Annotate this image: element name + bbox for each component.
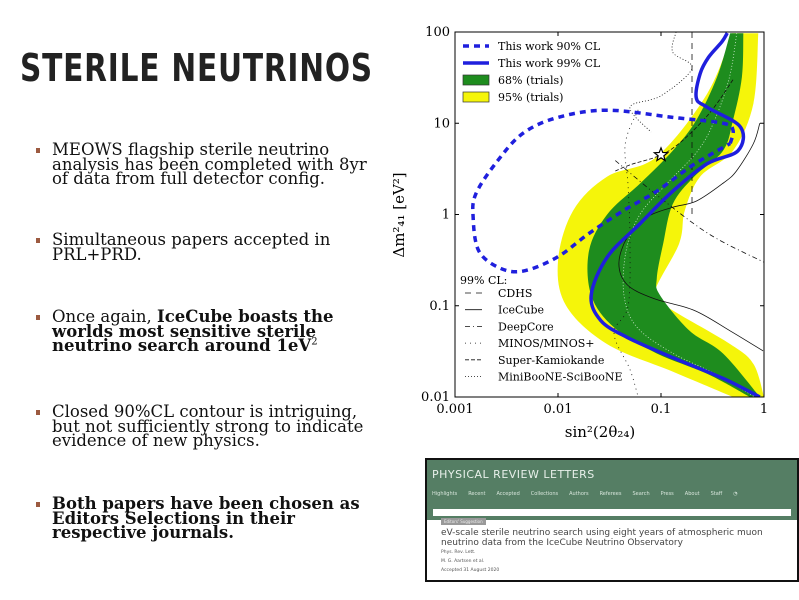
contour-99-cl <box>589 32 761 397</box>
prl-header: PHYSICAL REVIEW LETTERS Highlights Recent… <box>427 460 797 573</box>
legend-swatch <box>462 74 490 86</box>
legend2-label: MINOS/MINOS+ <box>498 337 595 350</box>
legend2-label: CDHS <box>498 287 532 300</box>
nav-item[interactable]: Search <box>632 491 650 497</box>
miniboone-line <box>629 32 693 133</box>
nav-item[interactable]: Accepted <box>496 491 520 497</box>
bullet-text: Closed 90%CL contour is intriguing, but … <box>52 402 364 450</box>
legend2-label: Super-Kamiokande <box>498 354 604 367</box>
median-sensitivity-line <box>622 33 756 397</box>
y-tick-label: 1 <box>442 208 450 223</box>
paper-card: Editors' Suggestion eV-scale sterile neu… <box>433 509 791 573</box>
x-tick-label: 0.1 <box>651 402 672 417</box>
bullet-plain-part: Once again, <box>52 307 158 326</box>
legend2-label: DeepCore <box>498 320 554 333</box>
best-fit-star-marker <box>652 146 670 162</box>
y-axis-label: Δm²₄₁ [eV²] <box>390 172 408 257</box>
bullet-4: Closed 90%CL contour is intriguing, but … <box>36 402 386 450</box>
nav-item[interactable]: Referees <box>599 491 622 497</box>
bullet-2: Simultaneous papers accepted in PRL+PRD. <box>36 230 386 264</box>
deepcore-line <box>615 160 764 263</box>
y-tick-label: 100 <box>425 25 450 40</box>
legend2-title: 99% CL: <box>460 274 507 287</box>
bullet-bold-part: IceCube boasts the worlds most sensitive… <box>52 307 334 355</box>
bullet-text: Simultaneous papers accepted in PRL+PRD. <box>52 230 331 264</box>
y-tick-label: 10 <box>433 116 450 131</box>
prl-screenshot: PHYSICAL REVIEW LETTERS Highlights Recent… <box>425 458 799 582</box>
bullet-marker <box>36 238 40 243</box>
paper-authors: M. G. Aartsen et al. <box>441 559 485 564</box>
legend-label: This work 90% CL <box>498 40 601 53</box>
legend2-label: IceCube <box>498 304 544 317</box>
x-tick-label: 0.001 <box>436 402 473 417</box>
superk-line <box>615 79 734 172</box>
bullet-marker <box>36 148 40 153</box>
bullet-3: Once again, IceCube boasts the worlds mo… <box>36 307 386 355</box>
bullet-marker <box>36 410 40 415</box>
nav-item[interactable]: Recent <box>468 491 486 497</box>
journal-nav: Highlights Recent Accepted Collections Autho… <box>432 491 738 497</box>
journal-name: PHYSICAL REVIEW LETTERS <box>432 468 595 481</box>
bullet-text: MEOWS flagship sterile neutrino analysis… <box>52 140 367 188</box>
x-tick-label: 1 <box>760 402 768 417</box>
nav-item[interactable]: Authors <box>569 491 589 497</box>
paper-title: eV-scale sterile neutrino search using e… <box>441 528 763 548</box>
y-tick-label: 0.1 <box>429 299 450 314</box>
legend-swatch <box>462 91 490 103</box>
slide-title: STERILE NEUTRINOS <box>20 46 373 90</box>
y-tick-label: 0.01 <box>421 390 450 405</box>
journal-abbrev: Phys. Rev. Lett. <box>441 550 476 555</box>
x-tick-label: 0.01 <box>544 402 573 417</box>
bullet-1: MEOWS flagship sterile neutrino analysis… <box>36 140 386 188</box>
nav-item[interactable]: Press <box>660 491 674 497</box>
rss-icon[interactable]: ◔ <box>733 491 738 497</box>
x-axis-label: sin²(2θ₂₄) <box>565 423 635 441</box>
bullet-marker <box>36 502 40 507</box>
legend-label: 68% (trials) <box>498 74 563 87</box>
bullet-text: Both papers have been chosen as Editors … <box>52 494 360 542</box>
nav-item[interactable]: Highlights <box>432 491 458 497</box>
superscript: 2 <box>311 336 318 348</box>
minos-line <box>613 109 639 397</box>
editors-suggestion-badge: Editors' Suggestion <box>441 518 486 525</box>
nav-item[interactable]: Collections <box>530 491 559 497</box>
nav-item[interactable]: Staff <box>710 491 723 497</box>
legend-label: 95% (trials) <box>498 91 563 104</box>
nav-item[interactable]: About <box>684 491 700 497</box>
accepted-date: Accepted 31 August 2020 <box>441 568 500 573</box>
bullet-text: Once again, IceCube boasts the worlds mo… <box>52 307 386 355</box>
bullet-5: Both papers have been chosen as Editors … <box>36 494 386 542</box>
bullet-marker <box>36 315 40 320</box>
band-68-trials <box>587 33 760 397</box>
legend2-label: MiniBooNE-SciBooNE <box>498 371 623 384</box>
legend-label: This work 99% CL <box>498 57 601 70</box>
